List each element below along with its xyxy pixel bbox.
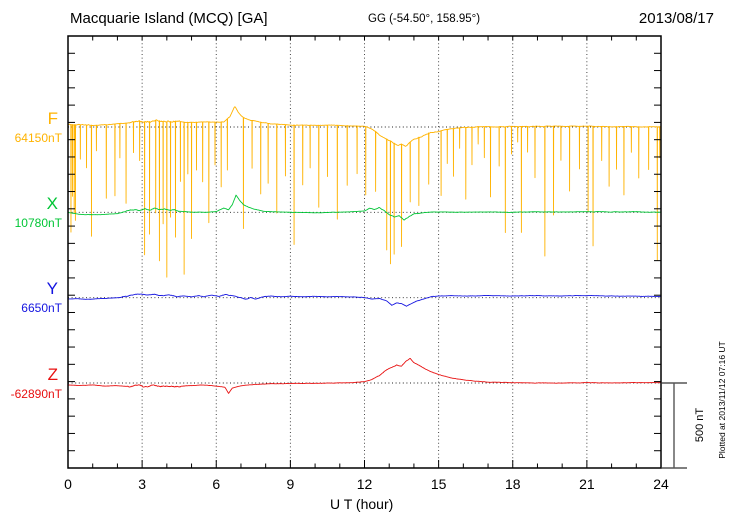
station-title: Macquarie Island (MCQ) [GA] [70, 10, 268, 27]
trace-Y [67, 293, 662, 307]
x-axis-tick-label: 0 [64, 476, 72, 492]
x-axis-tick-label: 21 [579, 476, 595, 492]
x-axis-label: U T (hour) [330, 496, 394, 512]
trace-F [67, 106, 662, 278]
channel-label-F: F [47, 109, 58, 128]
geographic-coordinates: GG (-54.50°, 158.95°) [368, 13, 481, 25]
channel-baseline-F: 64150nT [14, 131, 62, 145]
channel-baseline-Z: -62890nT [10, 387, 62, 401]
x-axis-tick-label: 9 [286, 476, 294, 492]
x-axis-tick-label: 24 [653, 476, 669, 492]
channel-baseline-X: 10780nT [14, 216, 62, 230]
plotted-at-note: Plotted at 2013/11/12 07:16 UT [717, 341, 727, 459]
channel-label-Y: Y [46, 279, 58, 298]
x-axis-tick-label: 12 [357, 476, 373, 492]
channel-baseline-Y: 6650nT [21, 301, 62, 315]
scale-bar-label: 500 nT [694, 407, 706, 443]
x-axis-tick-label: 6 [212, 476, 220, 492]
x-axis-tick-label: 3 [138, 476, 146, 492]
plot-date: 2013/08/17 [638, 10, 714, 27]
trace-Z [67, 357, 662, 394]
channel-label-Z: Z [47, 365, 58, 384]
x-axis-tick-label: 18 [505, 476, 521, 492]
trace-X [67, 194, 662, 221]
x-axis-tick-label: 15 [431, 476, 447, 492]
channel-label-X: X [46, 194, 58, 213]
